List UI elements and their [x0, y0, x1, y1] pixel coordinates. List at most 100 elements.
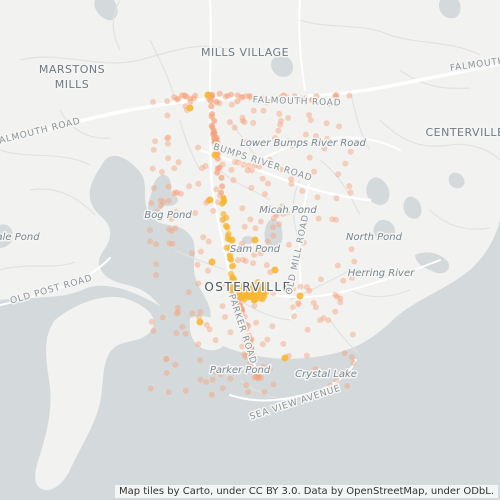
density-dot — [212, 337, 219, 344]
density-dot — [277, 166, 284, 173]
density-dot — [173, 330, 180, 336]
density-dot — [333, 195, 340, 202]
density-dot — [306, 154, 313, 161]
density-dot — [197, 308, 204, 315]
density-dot — [306, 112, 312, 118]
density-dot — [241, 336, 248, 343]
map-attribution[interactable]: Map tiles by Carto, under CC BY 3.0. Dat… — [114, 485, 498, 498]
pond-top-right — [438, 0, 461, 19]
gale-pond — [0, 224, 13, 248]
label-crystal-lake: Crystal Lake — [295, 369, 357, 380]
density-dot — [321, 387, 327, 394]
density-dot — [222, 93, 229, 100]
density-dot — [210, 127, 217, 134]
density-dot — [195, 180, 202, 187]
density-dot — [280, 210, 287, 217]
density-dot — [168, 228, 175, 234]
density-dot — [276, 110, 283, 117]
north-pond-2 — [366, 177, 390, 205]
density-dot — [242, 258, 249, 264]
density-dot — [222, 222, 229, 229]
density-dot — [239, 117, 246, 124]
density-dot — [303, 131, 309, 138]
density-dot — [208, 258, 216, 266]
road-north — [298, 0, 306, 91]
density-dot — [239, 240, 245, 247]
density-dot — [147, 385, 154, 392]
density-dot — [230, 262, 237, 269]
density-dot — [210, 207, 217, 214]
mills-pond — [94, 0, 118, 21]
density-dot — [291, 93, 298, 100]
density-dot — [318, 276, 324, 283]
density-dot — [211, 151, 219, 159]
density-dot — [196, 318, 204, 326]
density-dot — [260, 363, 267, 370]
density-dot — [228, 256, 235, 263]
density-dot — [172, 361, 179, 368]
density-dot — [347, 148, 354, 155]
density-dot — [332, 291, 339, 298]
density-dot — [208, 391, 215, 398]
density-dot — [240, 161, 247, 168]
density-dot — [206, 326, 213, 333]
density-dot — [195, 144, 202, 151]
old-post-road — [0, 257, 111, 306]
density-dot — [195, 314, 202, 320]
density-dot — [216, 90, 223, 97]
place-mills-village: MILLS VILLAGE — [201, 46, 289, 59]
density-dot — [164, 98, 171, 105]
density-dot — [334, 262, 341, 269]
density-dot — [342, 160, 349, 167]
density-dot — [341, 350, 348, 357]
density-dot — [182, 330, 189, 337]
density-dot — [312, 366, 319, 373]
density-dot — [209, 376, 216, 383]
density-dot — [148, 318, 155, 325]
density-dot — [217, 371, 224, 378]
density-dot — [213, 142, 220, 149]
density-dot — [153, 261, 160, 268]
place-labels: MILLS VILLAGE MARSTONS MILLS CENTERVILLE… — [37, 45, 500, 296]
density-dot — [243, 247, 250, 253]
density-dot — [203, 378, 209, 385]
density-dot — [203, 322, 210, 328]
density-dot — [163, 356, 170, 363]
density-dot — [350, 360, 357, 366]
density-dot — [247, 216, 254, 223]
density-dot — [197, 376, 204, 383]
density-dot — [240, 243, 247, 250]
place-centerville: CENTERVILLE — [425, 126, 500, 139]
density-dot — [211, 364, 218, 371]
density-dot — [244, 139, 251, 145]
density-dot — [239, 281, 246, 288]
density-dot — [290, 286, 296, 293]
density-dot — [226, 246, 233, 253]
density-dot — [282, 96, 289, 103]
density-dot — [288, 139, 295, 146]
density-dot — [337, 295, 344, 302]
density-dot — [250, 119, 257, 126]
density-dot — [200, 234, 207, 241]
density-dot — [336, 123, 342, 130]
density-dot — [295, 300, 302, 306]
density-dot — [170, 190, 177, 197]
density-dot — [325, 317, 332, 324]
density-dot — [163, 369, 170, 376]
label-micah-pond: Micah Pond — [259, 205, 317, 216]
density-dot — [261, 389, 268, 395]
density-dot — [270, 215, 277, 222]
density-dot — [164, 135, 171, 142]
density-dot — [348, 274, 355, 281]
density-dot — [264, 180, 271, 187]
density-dot — [346, 183, 353, 190]
density-dot — [317, 317, 324, 324]
density-dot — [206, 196, 214, 204]
density-dot — [151, 184, 157, 191]
density-dot — [150, 99, 156, 105]
density-dot — [234, 98, 241, 105]
density-dot — [205, 238, 212, 245]
density-dot — [259, 175, 266, 182]
density-dot — [245, 332, 252, 339]
